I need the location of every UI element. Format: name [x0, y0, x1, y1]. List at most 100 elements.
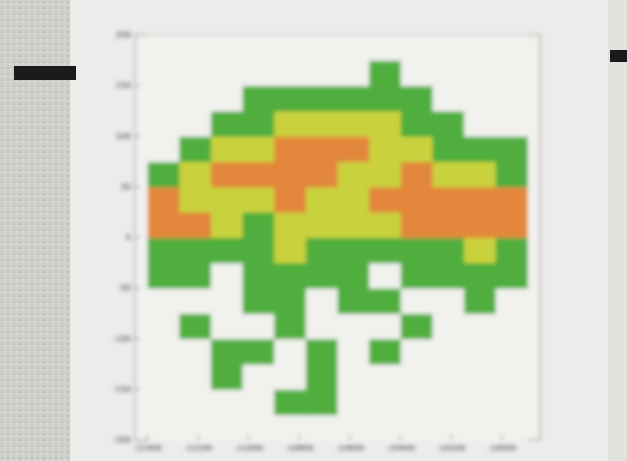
heat-cell — [337, 161, 370, 188]
heat-cell — [432, 288, 465, 314]
heat-cell — [432, 389, 465, 416]
heat-cell — [495, 338, 528, 365]
heat-cell — [369, 288, 402, 314]
heat-cell — [179, 212, 212, 238]
heat-cell — [369, 85, 402, 112]
heat-cell — [305, 161, 338, 188]
heat-cell — [369, 110, 402, 137]
y-tick-label: 150 — [116, 81, 131, 90]
heat-cell — [432, 237, 465, 264]
heat-cell — [147, 110, 180, 137]
heat-cell — [147, 364, 180, 390]
heat-cell — [400, 35, 433, 61]
heat-cell — [432, 313, 465, 340]
heat-cell — [337, 338, 370, 365]
heat-cell — [274, 212, 307, 238]
heat-cell — [432, 262, 465, 289]
heat-cell — [179, 414, 212, 441]
y-tick-label: 0 — [126, 233, 131, 242]
heat-cell — [305, 389, 338, 416]
heat-cell — [464, 364, 497, 390]
heat-cell — [242, 110, 275, 137]
heat-cell — [464, 313, 497, 340]
heat-cell — [495, 110, 528, 137]
heat-cell — [464, 389, 497, 416]
heat-cell — [147, 288, 180, 314]
heat-cell — [337, 262, 370, 289]
heat-cell — [242, 237, 275, 264]
heat-cell — [369, 161, 402, 188]
heat-cell — [432, 161, 465, 188]
heat-cell — [242, 186, 275, 213]
heat-cell — [210, 85, 244, 112]
heat-cell — [242, 414, 275, 441]
heat-cell — [337, 414, 370, 441]
heat-cell — [242, 389, 275, 416]
heat-cell — [147, 389, 180, 416]
heat-cell — [400, 136, 433, 163]
heat-cell — [337, 237, 370, 264]
heat-cell — [210, 288, 244, 314]
heat-cell — [274, 313, 307, 340]
heat-cell — [210, 212, 244, 238]
heat-cell — [464, 262, 497, 289]
heat-cell — [337, 288, 370, 314]
heat-cell — [274, 237, 307, 264]
heat-cell — [147, 212, 180, 238]
heat-cell — [242, 85, 275, 112]
heat-cell — [242, 288, 275, 314]
heat-cell — [432, 110, 465, 137]
heat-cell — [495, 389, 528, 416]
heat-cell — [369, 414, 402, 441]
heat-cell — [337, 136, 370, 163]
heat-cell — [495, 237, 528, 264]
heat-cell — [147, 85, 180, 112]
heat-cell — [495, 136, 528, 163]
heat-cell — [242, 35, 275, 61]
heat-cell — [337, 60, 370, 87]
x-tick-label: -11200 — [184, 444, 212, 453]
heat-cell — [400, 338, 433, 365]
heat-cell — [464, 85, 497, 112]
y-tick-label: -200 — [113, 436, 131, 445]
heat-cell — [179, 85, 212, 112]
heat-cell — [400, 237, 433, 264]
heat-cell — [305, 262, 338, 289]
heat-cell — [274, 262, 307, 289]
heat-cell — [147, 136, 180, 163]
heat-cell — [495, 161, 528, 188]
heat-cell — [400, 85, 433, 112]
heat-cell — [464, 110, 497, 137]
y-tick-label: -100 — [113, 334, 131, 343]
heat-cell — [210, 186, 244, 213]
heat-cell — [369, 313, 402, 340]
heat-cell — [464, 414, 497, 441]
heat-cell — [305, 136, 338, 163]
paper-edge — [608, 0, 627, 461]
heat-cell — [369, 136, 402, 163]
heat-cell — [210, 136, 244, 163]
heat-cell — [369, 262, 402, 289]
heat-cell — [274, 186, 307, 213]
heat-cell — [242, 212, 275, 238]
heat-cell — [305, 237, 338, 264]
heat-cell — [464, 35, 497, 61]
heat-cell — [147, 237, 180, 264]
heat-cell — [464, 237, 497, 264]
heat-cell — [242, 60, 275, 87]
heat-cell — [242, 262, 275, 289]
heat-cell — [210, 60, 244, 87]
heat-cell — [210, 364, 244, 390]
heat-cell — [210, 338, 244, 365]
y-tick-label: -50 — [118, 284, 131, 293]
y-tick-label: 50 — [121, 182, 131, 191]
heat-cell — [400, 60, 433, 87]
heat-cell — [210, 161, 244, 188]
heat-cell — [400, 110, 433, 137]
heat-cell — [274, 110, 307, 137]
heat-cell — [179, 186, 212, 213]
heat-cell — [274, 60, 307, 87]
heat-cell — [432, 186, 465, 213]
heat-cell — [274, 288, 307, 314]
heat-cell — [464, 212, 497, 238]
